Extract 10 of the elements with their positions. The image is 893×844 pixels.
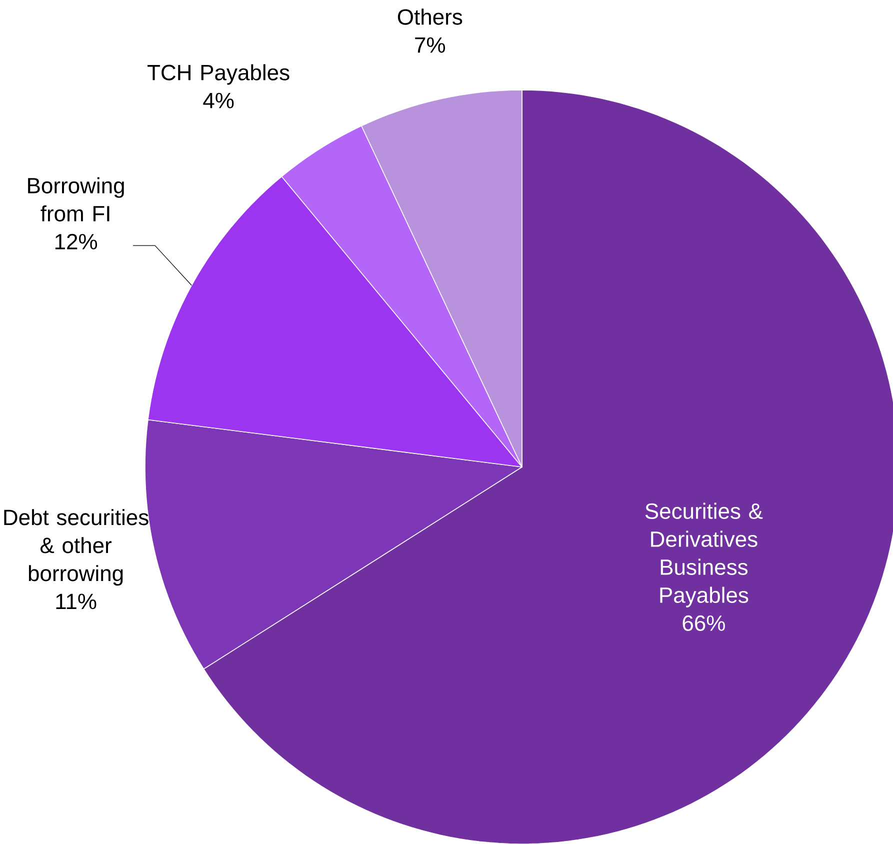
data-label: 12% xyxy=(55,234,98,250)
slice-label: Securities & Derivatives Business Payables xyxy=(645,502,763,608)
data-label: 11% xyxy=(56,594,96,610)
data-label: 7% xyxy=(415,37,446,53)
slice-label: Borrowing from FI xyxy=(28,177,124,222)
data-label: 4% xyxy=(203,92,234,108)
slice-label: Debt securities & other borrowing xyxy=(4,509,148,586)
data-label: 66% xyxy=(682,615,725,631)
slice-label: TCH Payables xyxy=(148,64,290,85)
slice-label: Others xyxy=(398,8,462,25)
